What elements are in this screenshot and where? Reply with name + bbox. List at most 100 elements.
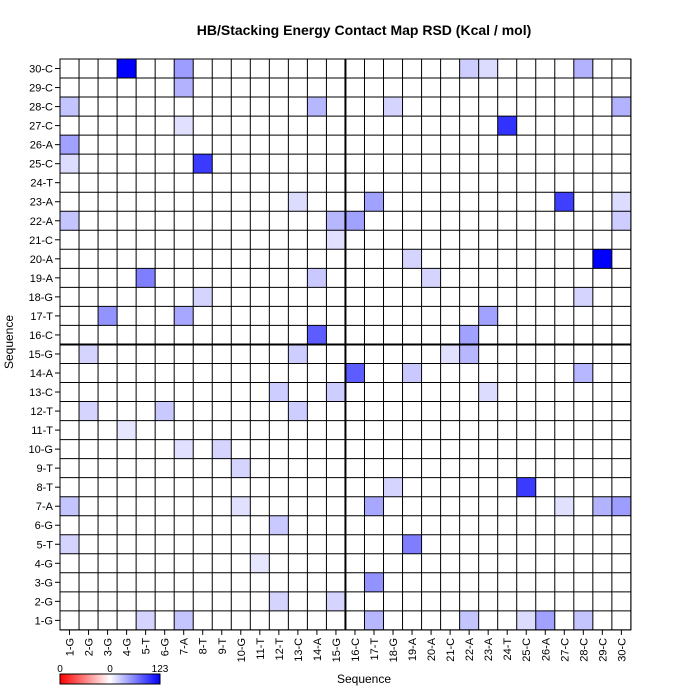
heatmap-cell — [345, 211, 365, 231]
x-tick-label: 20-A — [426, 637, 438, 661]
heatmap-cell — [459, 610, 479, 630]
x-tick-label: 1-G — [65, 638, 77, 656]
x-tick-label: 12-T — [274, 638, 286, 661]
heatmap-cell — [193, 154, 213, 174]
y-tick-label: 7-A — [36, 501, 54, 513]
y-tick-label: 8-T — [37, 482, 54, 494]
y-tick-label: 6-G — [35, 520, 53, 532]
x-tick-label: 25-C — [521, 638, 533, 662]
heatmap-cell — [478, 382, 498, 402]
heatmap-cell — [516, 610, 536, 630]
heatmap-cell — [136, 268, 156, 288]
heatmap-cell — [60, 211, 80, 231]
y-tick-label: 17-T — [30, 311, 53, 323]
heatmap-cell — [573, 59, 593, 79]
heatmap-cell — [326, 591, 346, 611]
y-tick-label: 5-T — [37, 539, 54, 551]
heatmap-cell — [459, 344, 479, 364]
x-tick-label: 3-G — [103, 638, 115, 656]
heatmap-cell — [611, 97, 631, 117]
heatmap-cell — [79, 344, 99, 364]
heatmap-cell — [573, 363, 593, 383]
y-tick-label: 11-T — [31, 425, 53, 437]
y-tick-label: 25-C — [29, 159, 53, 171]
heatmap-cell — [174, 78, 194, 98]
y-tick-label: 30-C — [29, 64, 53, 76]
heatmap-cell — [174, 306, 194, 326]
y-tick-label: 12-T — [30, 406, 53, 418]
heatmap-cell — [231, 458, 251, 478]
heatmap-cell — [193, 287, 213, 307]
x-tick-label: 30-C — [616, 638, 628, 662]
x-tick-label: 11-T — [255, 638, 267, 660]
x-tick-label: 28-C — [578, 638, 590, 662]
x-tick-label: 15-G — [331, 638, 343, 662]
heatmap-cell — [174, 439, 194, 459]
heatmap-cell — [288, 401, 308, 421]
y-tick-label: 15-G — [29, 349, 53, 361]
x-tick-label: 5-T — [141, 638, 153, 655]
heatmap-cell — [174, 59, 194, 79]
y-tick-label: 28-C — [29, 102, 53, 114]
heatmap-cell — [611, 496, 631, 516]
y-tick-label: 29-C — [29, 83, 53, 95]
x-tick-label: 8-T — [198, 638, 210, 655]
chart-title: HB/Stacking Energy Contact Map RSD (Kcal… — [197, 22, 532, 38]
x-tick-label: 18-G — [388, 638, 400, 662]
heatmap-cell — [402, 249, 422, 269]
y-tick-label: 24-T — [30, 178, 53, 190]
y-tick-label: 23-A — [30, 197, 54, 209]
heatmap-cell — [326, 382, 346, 402]
grid-lines — [59, 58, 632, 631]
x-tick-label: 7-A — [179, 637, 191, 655]
heatmap-cell — [440, 344, 460, 364]
y-tick-label: 26-A — [30, 140, 54, 152]
plot-border — [59, 58, 632, 631]
heatmap-cell — [459, 59, 479, 79]
heatmap-cell — [288, 344, 308, 364]
x-tick-label: 16-C — [350, 638, 362, 662]
heatmap-cell — [478, 306, 498, 326]
y-axis-label: Sequence — [2, 315, 16, 369]
x-tick-labels: 1-G 2-G 3-G 4-G 5-T 6-G 7-A 8-T 9-T 10-G 11-T 12-T 1… — [65, 629, 628, 662]
x-axis-label: Sequence — [337, 672, 391, 686]
heatmap-cell — [478, 59, 498, 79]
heatmap-cell — [364, 192, 384, 212]
y-tick-label: 21-C — [29, 235, 53, 247]
y-tick-label: 20-A — [30, 254, 54, 266]
y-tick-label: 14-A — [30, 368, 54, 380]
colorbar-min-label: 0 — [57, 664, 63, 675]
y-tick-label: 9-T — [37, 463, 54, 475]
heatmap-cell — [269, 515, 289, 535]
y-tick-label: 22-A — [30, 216, 54, 228]
y-tick-label: 4-G — [35, 558, 53, 570]
heatmap-cell — [459, 325, 479, 345]
heatmap-cell — [611, 192, 631, 212]
heatmap-cell — [611, 211, 631, 231]
heatmap-cell — [307, 268, 327, 288]
y-tick-label: 27-C — [29, 121, 53, 133]
heatmap-cell — [516, 477, 536, 497]
heatmap-cell — [288, 192, 308, 212]
x-tick-label: 24-T — [502, 638, 514, 661]
heatmap-cell — [383, 477, 403, 497]
y-tick-label: 16-C — [29, 330, 53, 342]
x-tick-label: 27-C — [559, 638, 571, 662]
heatmap-cell — [307, 325, 327, 345]
x-tick-label: 10-G — [236, 638, 248, 662]
heatmap-cell — [554, 192, 574, 212]
y-tick-label: 18-G — [29, 292, 53, 304]
x-tick-label: 26-A — [540, 637, 552, 661]
heatmap-cell — [269, 382, 289, 402]
colorbar-max-label: 123 — [152, 664, 169, 675]
heatmap-cell — [573, 287, 593, 307]
y-tick-label: 2-G — [35, 596, 53, 608]
y-tick-label: 10-G — [29, 444, 53, 456]
heatmap-cell — [212, 439, 232, 459]
heatmap-cell — [345, 363, 365, 383]
heatmap-cell — [174, 610, 194, 630]
heatmap-cell — [136, 610, 156, 630]
x-tick-label: 29-C — [597, 638, 609, 662]
heatmap-cell — [250, 553, 270, 573]
heatmap-cell — [155, 401, 175, 421]
